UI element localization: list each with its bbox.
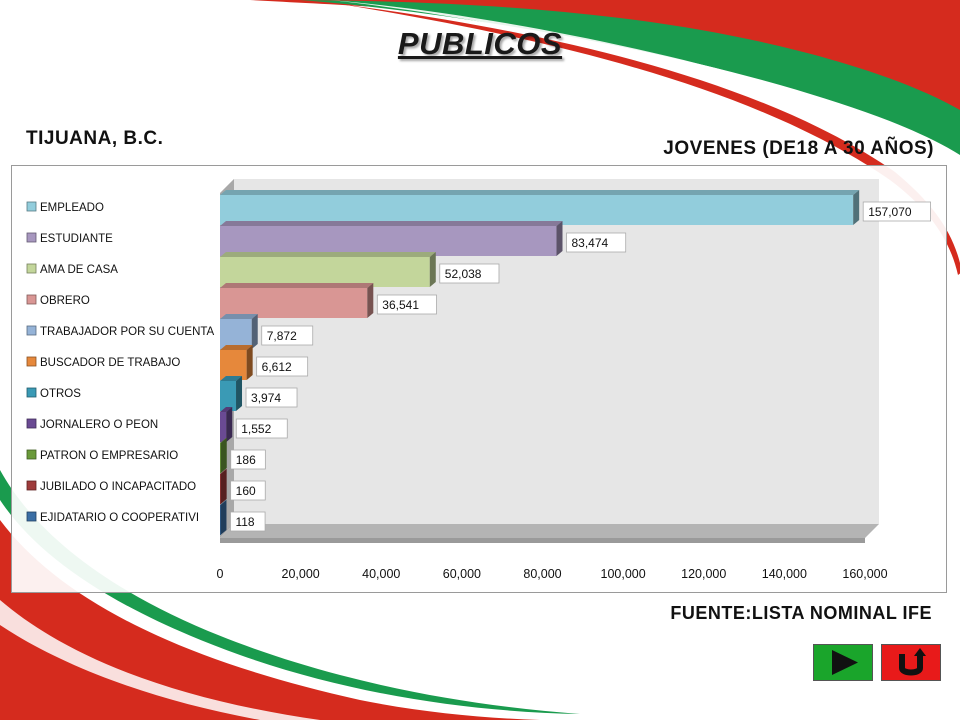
data-label-box (230, 480, 266, 501)
legend-entry: BUSCADOR DE TRABAJO (40, 357, 180, 369)
return-button[interactable] (881, 644, 941, 681)
data-label: 6,612 (262, 360, 292, 374)
data-label-box (230, 511, 266, 532)
x-tick-label: 20,000 (282, 567, 320, 581)
legend-entry: OBRERO (40, 295, 90, 307)
x-tick-label: 60,000 (443, 567, 481, 581)
bar-top-face (220, 376, 243, 381)
x-tick-label: 160,000 (842, 567, 887, 581)
next-slide-button[interactable] (813, 644, 873, 681)
legend-swatch (26, 480, 37, 491)
data-label: 3,974 (251, 391, 281, 405)
legend-entry: EMPLEADO (40, 202, 104, 214)
legend-entry: ESTUDIANTE (40, 233, 113, 245)
data-label-box (261, 325, 314, 346)
bar-side-face (236, 376, 243, 411)
data-label: 7,872 (267, 329, 297, 343)
bar-top-face (220, 221, 563, 226)
x-tick-label: 0 (217, 567, 224, 581)
data-label-box (862, 201, 931, 222)
data-label-box (245, 387, 298, 408)
play-triangle-icon (832, 650, 858, 675)
bar-side-face (220, 469, 227, 504)
bar-top-face (220, 500, 227, 505)
x-tick-label: 140,000 (762, 567, 807, 581)
data-label-box (566, 232, 627, 253)
bar (220, 319, 252, 349)
bar (220, 257, 430, 287)
legend-entry: TRABAJADOR POR SU CUENTA (40, 326, 215, 338)
legend-entry: PATRON O EMPRESARIO (40, 450, 178, 462)
bar-top-face (220, 190, 860, 195)
bar-top-face (220, 407, 233, 412)
bar-top-face (220, 438, 227, 443)
bar-chart: 157,070 83,474 52,038 36,541 7,872 6,612 3,974… (26, 179, 931, 581)
bar-top-face (220, 314, 258, 319)
bar (220, 381, 237, 411)
legend-swatch (26, 325, 37, 336)
u-turn-arrow-icon (899, 648, 926, 676)
bar-top-face (220, 469, 227, 474)
x-tick-label: 80,000 (523, 567, 561, 581)
data-label-box (230, 449, 266, 470)
bar-side-face (367, 283, 374, 318)
legend-swatch (26, 387, 37, 398)
data-label: 36,541 (382, 298, 419, 312)
chart-floor-edge (220, 538, 865, 543)
bar (220, 412, 227, 442)
data-label: 1,552 (241, 422, 271, 436)
data-label-box (235, 418, 288, 439)
legend-swatch (26, 232, 37, 243)
city-label: TIJUANA, B.C. (26, 128, 164, 149)
bar-side-face (220, 438, 227, 473)
subtitle-label: JOVENES (DE18 A 30 AÑOS) (663, 138, 934, 159)
data-label: 118 (235, 515, 254, 529)
data-label-box (376, 294, 437, 315)
bar-side-face (556, 221, 563, 256)
legend-swatch (26, 201, 37, 212)
chart-floor (220, 524, 879, 538)
bar-side-face (429, 252, 436, 287)
x-tick-label: 120,000 (681, 567, 726, 581)
data-label-box (256, 356, 309, 377)
legend-swatch (26, 418, 37, 429)
source-label: FUENTE:LISTA NOMINAL IFE (670, 603, 932, 623)
bar (220, 195, 854, 225)
legend-swatch (26, 356, 37, 367)
bar-side-face (220, 500, 227, 535)
bar-top-face (220, 283, 374, 288)
data-label: 157,070 (868, 205, 912, 219)
legend-entry: JORNALERO O PEON (40, 419, 158, 431)
bar (220, 288, 368, 318)
legend-swatch (26, 511, 37, 522)
bar-side-face (246, 345, 253, 380)
legend-entry: EJIDATARIO O COOPERATIVI (40, 512, 199, 524)
legend-entry: JUBILADO O INCAPACITADO (40, 481, 196, 493)
bar-top-face (220, 252, 436, 257)
legend-swatch (26, 263, 37, 274)
bar-side-face (226, 407, 233, 442)
bar-side-face (853, 190, 860, 225)
data-label-box (439, 263, 500, 284)
data-label: 83,474 (572, 236, 609, 250)
legend-swatch (26, 294, 37, 305)
slide-title: PUBLICOS (397, 26, 563, 61)
x-tick-label: 40,000 (362, 567, 400, 581)
bar-side-face (251, 314, 258, 349)
x-tick-label: 100,000 (601, 567, 646, 581)
data-label: 160 (236, 484, 256, 498)
bar (220, 350, 247, 380)
bar-top-face (220, 345, 253, 350)
bar (220, 443, 221, 473)
bar (220, 226, 557, 256)
data-label: 52,038 (445, 267, 482, 281)
bar (220, 474, 221, 504)
legend-entry: OTROS (40, 388, 81, 400)
legend-entry: AMA DE CASA (40, 264, 118, 276)
legend-swatch (26, 449, 37, 460)
data-label: 186 (236, 453, 256, 467)
